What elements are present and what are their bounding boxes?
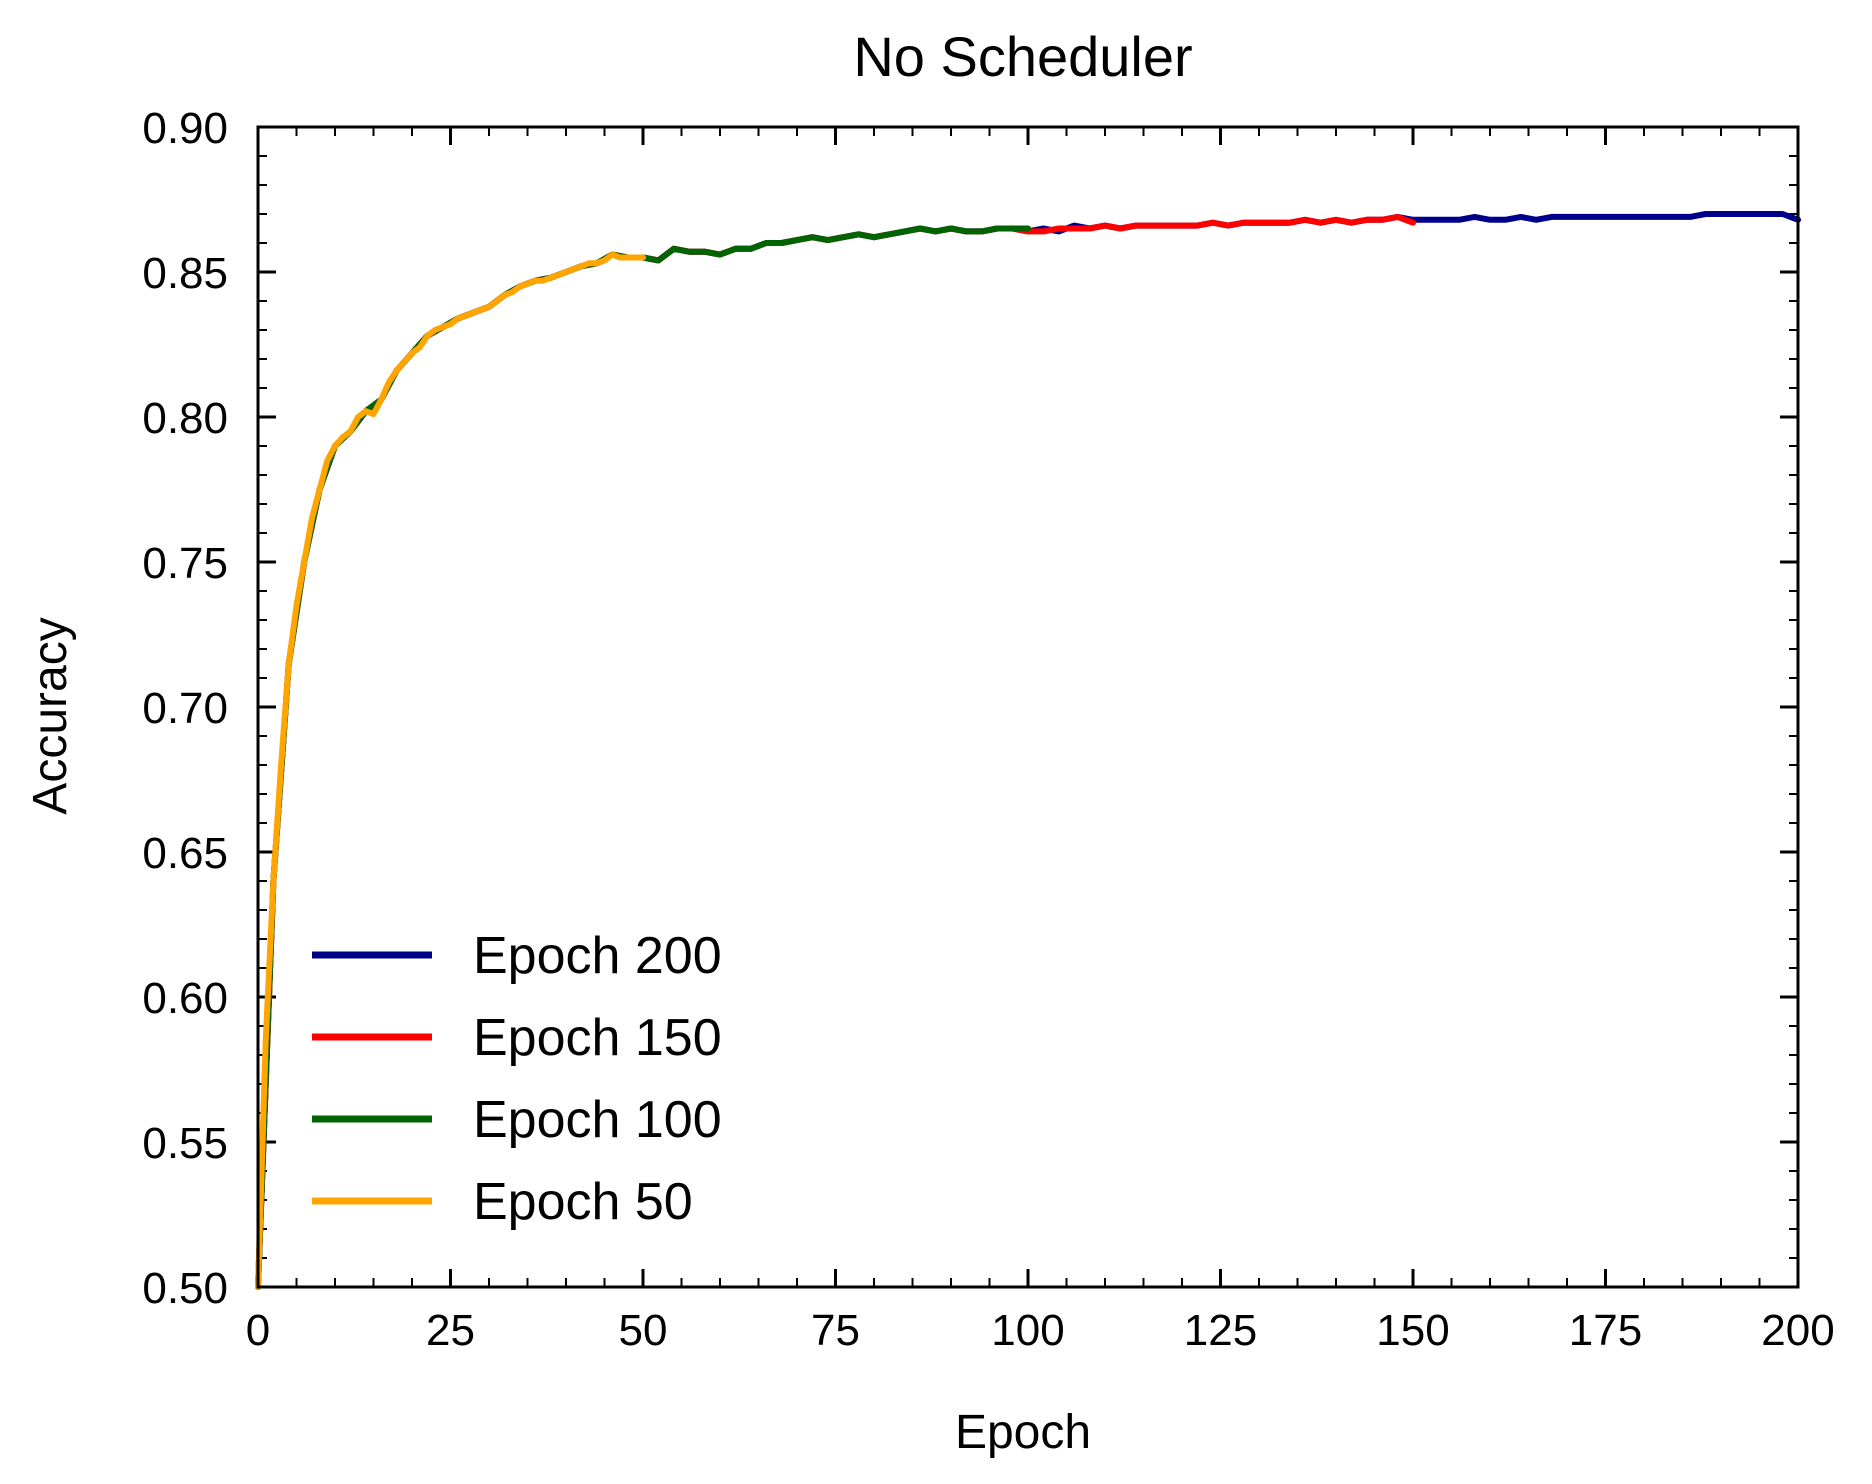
x-tick-label: 0 — [246, 1306, 270, 1355]
axis-ticks: 0 25 50 75 100 125 150 175 200 0.50 0.55 0.60 0.65 0.… — [142, 104, 1834, 1355]
x-tick-label: 200 — [1761, 1306, 1834, 1355]
x-axis-label: Epoch — [955, 1406, 1091, 1459]
y-tick-label: 0.60 — [142, 974, 228, 1023]
y-tick-label: 0.85 — [142, 249, 228, 298]
x-tick-label: 150 — [1376, 1306, 1449, 1355]
plot-frame — [256, 125, 1800, 1289]
legend-label: Epoch 50 — [473, 1173, 693, 1231]
y-tick-label: 0.90 — [142, 104, 228, 153]
y-tick-label: 0.50 — [142, 1264, 228, 1313]
y-tick-label: 0.75 — [142, 539, 228, 588]
plot-lines — [255, 211, 1801, 1290]
x-tick-label: 100 — [991, 1306, 1064, 1355]
y-axis-label: Accuracy — [24, 617, 77, 814]
x-tick-label: 125 — [1184, 1306, 1257, 1355]
y-tick-label: 0.80 — [142, 394, 228, 443]
chart-title: No Scheduler — [853, 25, 1192, 88]
legend: Epoch 200 Epoch 150 Epoch 100 Epoch 50 — [312, 927, 722, 1231]
series-line-1 — [255, 213, 1416, 1290]
legend-label: Epoch 100 — [473, 1091, 722, 1149]
x-tick-label: 25 — [426, 1306, 475, 1355]
x-tick-label: 175 — [1569, 1306, 1642, 1355]
y-tick-label: 0.65 — [142, 829, 228, 878]
y-tick-label: 0.55 — [142, 1119, 228, 1168]
legend-label: Epoch 200 — [473, 927, 722, 985]
x-tick-label: 50 — [619, 1306, 668, 1355]
x-tick-label: 75 — [811, 1306, 860, 1355]
series-line-3 — [255, 251, 646, 1290]
legend-label: Epoch 150 — [473, 1009, 722, 1067]
y-tick-label: 0.70 — [142, 684, 228, 733]
